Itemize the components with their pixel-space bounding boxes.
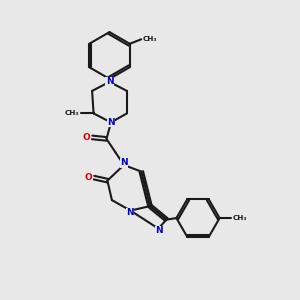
Text: O: O (83, 133, 91, 142)
Text: CH₃: CH₃ (143, 36, 158, 42)
Text: O: O (85, 173, 92, 182)
Text: N: N (106, 77, 113, 86)
Text: N: N (107, 118, 115, 127)
Text: N: N (120, 158, 128, 167)
Text: CH₃: CH₃ (65, 110, 79, 116)
Text: CH₃: CH₃ (232, 215, 247, 221)
Text: N: N (155, 226, 163, 236)
Text: N: N (126, 208, 134, 217)
